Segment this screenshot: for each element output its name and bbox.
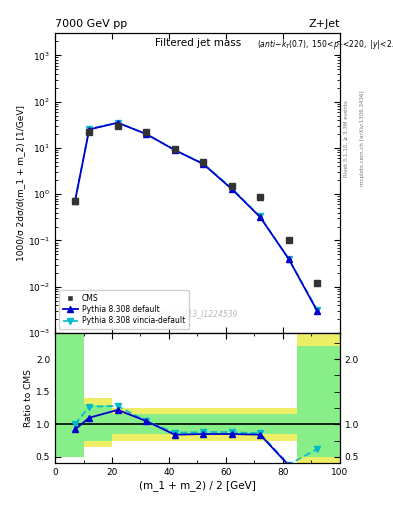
Legend: CMS, Pythia 8.308 default, Pythia 8.308 vincia-default: CMS, Pythia 8.308 default, Pythia 8.308 …: [59, 290, 189, 329]
Text: $(anti\!-\!k_T\!(0.7),\ 150\!<\!p_T\!<\!220,\ |y|\!<\!2.5)$: $(anti\!-\!k_T\!(0.7),\ 150\!<\!p_T\!<\!…: [257, 38, 393, 51]
Y-axis label: Ratio to CMS: Ratio to CMS: [24, 369, 33, 427]
Text: 7000 GeV pp: 7000 GeV pp: [55, 19, 127, 29]
Text: CMS_2013_I1224539: CMS_2013_I1224539: [157, 309, 238, 318]
Text: Rivet 3.1.10, ≥ 3.3M events: Rivet 3.1.10, ≥ 3.3M events: [344, 100, 349, 177]
Text: Filtered jet mass: Filtered jet mass: [155, 38, 241, 48]
Text: Z+Jet: Z+Jet: [309, 19, 340, 29]
Y-axis label: 1000/σ 2dσ/d(m_1 + m_2) [1/GeV]: 1000/σ 2dσ/d(m_1 + m_2) [1/GeV]: [16, 105, 25, 261]
Text: mcplots.cern.ch [arXiv:1306.3436]: mcplots.cern.ch [arXiv:1306.3436]: [360, 91, 365, 186]
X-axis label: (m_1 + m_2) / 2 [GeV]: (m_1 + m_2) / 2 [GeV]: [139, 480, 256, 491]
